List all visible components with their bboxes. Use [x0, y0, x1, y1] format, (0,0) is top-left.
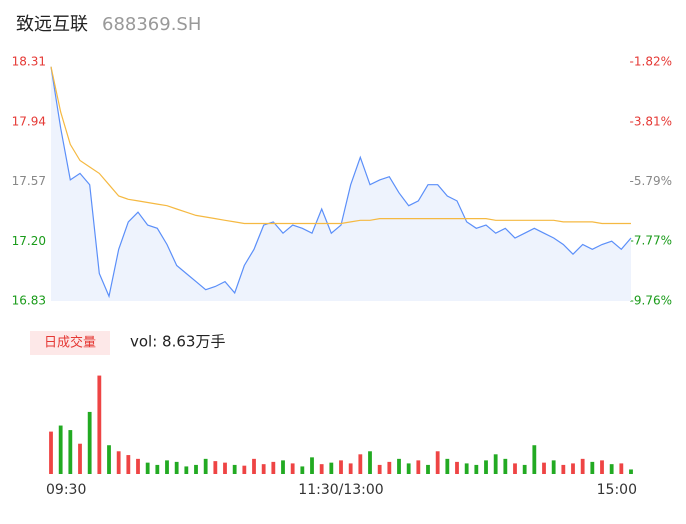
volume-bar: [464, 463, 469, 474]
volume-bar: [116, 451, 121, 474]
volume-bar: [619, 463, 624, 474]
volume-bar: [503, 458, 508, 474]
y2-tick-label: -7.77%: [630, 234, 672, 248]
x-tick-label: 15:00: [597, 482, 637, 498]
volume-bar: [590, 461, 595, 474]
volume-bar: [600, 460, 604, 474]
line-price: [50, 66, 632, 299]
volume-bar: [571, 463, 575, 474]
volume-bar: [493, 454, 498, 474]
volume-bar: [310, 457, 314, 474]
volume-bar: [271, 461, 276, 474]
volume-bar: [232, 464, 237, 474]
volume-bar: [136, 458, 140, 474]
volume-bar: [387, 461, 392, 474]
volume-bar: [416, 460, 421, 474]
volume-bar: [397, 458, 401, 474]
volume-bar: [348, 463, 353, 474]
volume-bar: [126, 455, 131, 474]
volume-total: vol: 8.63万手: [130, 333, 225, 351]
volume-bar: [532, 445, 537, 474]
volume-bar: [522, 464, 527, 474]
volume-bar: [184, 466, 189, 474]
volume-bar: [68, 430, 73, 474]
volume-bar: [455, 461, 459, 474]
volume-bar: [542, 462, 546, 474]
volume-bar: [329, 462, 334, 474]
volume-bar: [339, 460, 343, 474]
y2-tick-label: -1.82%: [630, 55, 672, 69]
volume-bar: [629, 469, 633, 474]
volume-bar: [145, 462, 150, 474]
volume-bar: [377, 464, 382, 474]
volume-bar: [551, 460, 556, 474]
volume-bar: [107, 445, 111, 474]
volume-bar: [513, 463, 517, 474]
y2-tick-label: -9.76%: [630, 294, 672, 308]
volume-bar: [426, 464, 430, 474]
volume-bar: [290, 463, 295, 474]
volume-bar: [213, 461, 218, 474]
volume-bar: [155, 464, 160, 474]
volume-bar: [194, 464, 198, 474]
stock-code: 688369.SH: [102, 14, 201, 35]
volume-bar: [561, 464, 566, 474]
volume-bar: [474, 464, 479, 474]
volume-label: 日成交量: [44, 335, 96, 351]
y-tick-label: 18.31: [12, 55, 46, 69]
volume-bar: [87, 411, 92, 474]
y-tick-label: 16.83: [12, 294, 46, 308]
volume-bar: [300, 466, 305, 474]
volume-bar: [58, 425, 63, 474]
y2-tick-label: -5.79%: [630, 174, 672, 188]
line-average: [50, 66, 631, 225]
volume-bar: [78, 443, 82, 474]
price-area-fill: [51, 66, 631, 301]
volume-bar: [580, 458, 585, 474]
volume-bar: [223, 462, 227, 474]
volume-bar: [609, 464, 614, 474]
volume-bar: [445, 458, 450, 474]
y-tick-label: 17.57: [12, 174, 46, 188]
y-tick-label: 17.20: [12, 234, 46, 248]
volume-bar: [435, 451, 440, 474]
volume-label-bg: [30, 331, 110, 355]
volume-bar: [203, 458, 208, 474]
x-tick-label: 11:30/13:00: [298, 482, 383, 498]
volume-bar: [242, 465, 247, 474]
x-tick-label: 09:30: [46, 482, 86, 498]
volume-bar: [281, 460, 285, 474]
volume-bar: [368, 451, 372, 474]
volume-bar: [174, 461, 179, 474]
y2-tick-label: -3.81%: [630, 114, 672, 128]
volume-bar: [484, 460, 488, 474]
chart-title: 致远互联: [16, 14, 88, 35]
volume-bar: [358, 454, 363, 474]
volume-bar: [97, 375, 102, 474]
volume-bar: [406, 463, 411, 474]
volume-bar: [319, 464, 324, 474]
volume-bar: [49, 431, 53, 474]
volume-bar: [252, 458, 256, 474]
volume-bar: [165, 460, 169, 474]
y-tick-label: 17.94: [12, 114, 46, 128]
volume-bar: [261, 464, 266, 474]
